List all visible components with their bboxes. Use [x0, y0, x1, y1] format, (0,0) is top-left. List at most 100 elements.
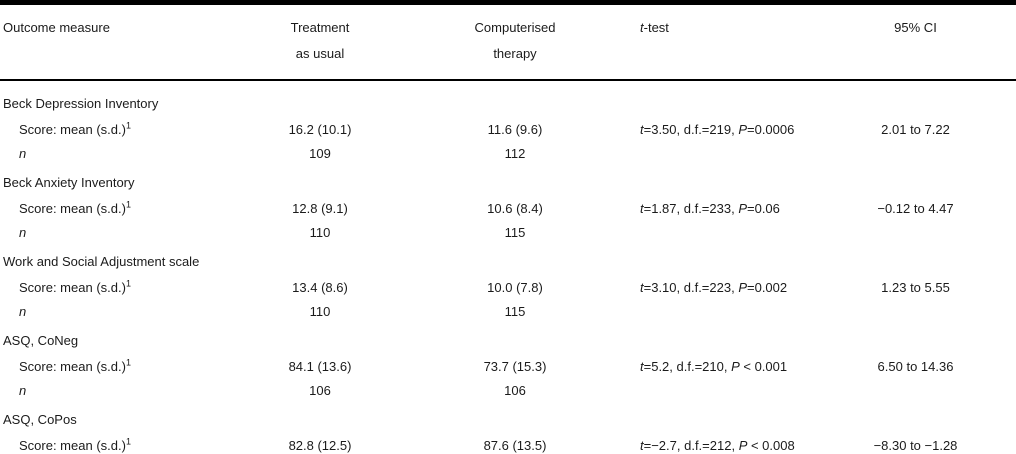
treatment-n: 109 — [309, 145, 331, 161]
computerised-mean: 11.6 (9.6) — [487, 121, 543, 137]
ci-value: 6.50 to 14.36 — [877, 358, 954, 374]
t-test-value: t=3.10, d.f.=223, P=0.002 — [640, 275, 815, 299]
n-label: n — [19, 303, 27, 319]
score-label: Score: mean (s.d.)1 — [0, 275, 250, 299]
treatment-mean: 84.1 (13.6) — [288, 358, 352, 374]
table-row: ASQ, CoPos — [0, 402, 1016, 433]
score-label-text: Score: mean (s.d.) — [19, 358, 126, 374]
t-test-stats: =5.2, d.f.=210, — [643, 358, 732, 374]
treatment-n: 110 — [309, 224, 331, 240]
table-row: n 110 115 — [0, 299, 1016, 323]
t-test-suffix: -test — [643, 20, 669, 35]
treatment-mean: 13.4 (8.6) — [292, 279, 348, 295]
table-row: n 109 112 — [0, 141, 1016, 165]
t-test-stats: =3.10, d.f.=223, — [643, 279, 739, 295]
header-row: Outcome measure Treatment as usual Comput… — [0, 3, 1016, 81]
treatment-n: 106 — [309, 382, 331, 398]
header-computerised-line1: Computerised — [474, 20, 556, 35]
ci-value: 1.23 to 5.55 — [881, 279, 950, 295]
p-value: < 0.001 — [739, 358, 788, 374]
table-row: Score: mean (s.d.)1 84.1 (13.6) 73.7 (15… — [0, 354, 1016, 378]
t-symbol: t — [640, 358, 644, 374]
score-label-text: Score: mean (s.d.) — [19, 200, 126, 216]
p-value: =0.06 — [747, 200, 780, 216]
n-label: n — [19, 224, 27, 240]
t-symbol: t — [640, 20, 644, 35]
footnote-marker: 1 — [125, 120, 131, 131]
t-test-value: t=5.2, d.f.=210, P < 0.001 — [640, 354, 815, 378]
ci-value: −0.12 to 4.47 — [877, 200, 954, 216]
column-header-computerised-therapy: Computerised therapy — [390, 3, 640, 81]
table-row: Score: mean (s.d.)1 12.8 (9.1) 10.6 (8.4… — [0, 196, 1016, 220]
column-header-outcome-measure: Outcome measure — [3, 20, 110, 35]
treatment-mean: 12.8 (9.1) — [292, 200, 348, 216]
t-symbol: t — [640, 200, 644, 216]
computerised-mean: 10.6 (8.4) — [487, 200, 543, 216]
table-row: n 106 106 — [0, 378, 1016, 402]
t-symbol: t — [640, 437, 644, 453]
t-test-value: t=3.50, d.f.=219, P=0.0006 — [640, 117, 815, 141]
footnote-marker: 1 — [125, 357, 131, 368]
table-row: Score: mean (s.d.)1 82.8 (12.5) 87.6 (13… — [0, 433, 1016, 454]
table-row: Beck Anxiety Inventory — [0, 165, 1016, 196]
table-row: n 110 115 — [0, 220, 1016, 244]
t-test-value: t=1.87, d.f.=233, P=0.06 — [640, 196, 815, 220]
computerised-n: 112 — [504, 145, 526, 161]
p-value: < 0.008 — [747, 437, 795, 453]
header-treatment-line2: as usual — [295, 46, 345, 61]
computerised-mean: 10.0 (7.8) — [487, 279, 543, 295]
treatment-n: 110 — [309, 303, 331, 319]
t-test-value: t=−2.7, d.f.=212, P < 0.008 — [640, 433, 815, 454]
p-value: =0.0006 — [747, 121, 795, 137]
footnote-marker: 1 — [125, 278, 131, 289]
p-symbol: P — [731, 358, 740, 374]
t-symbol: t — [640, 279, 644, 295]
treatment-mean: 16.2 (10.1) — [288, 121, 352, 137]
p-symbol: P — [738, 279, 747, 295]
p-symbol: P — [738, 121, 747, 137]
section-title: Beck Depression Inventory — [3, 96, 159, 111]
table-row: Score: mean (s.d.)1 16.2 (10.1) 11.6 (9.… — [0, 117, 1016, 141]
score-label: Score: mean (s.d.)1 — [0, 117, 250, 141]
header-treatment-line1: Treatment — [290, 20, 350, 35]
t-test-stats: =−2.7, d.f.=212, — [643, 437, 739, 453]
table-row: ASQ, CoNeg — [0, 323, 1016, 354]
computerised-mean: 87.6 (13.5) — [483, 437, 547, 453]
computerised-n: 115 — [504, 303, 526, 319]
t-test-stats: =1.87, d.f.=233, — [643, 200, 739, 216]
table-row: Beck Depression Inventory — [0, 80, 1016, 117]
t-symbol: t — [640, 121, 644, 137]
computerised-n: 115 — [504, 224, 526, 240]
section-title: Work and Social Adjustment scale — [3, 254, 200, 269]
section-title: ASQ, CoPos — [3, 412, 77, 427]
p-value: =0.002 — [747, 279, 788, 295]
p-symbol: P — [738, 200, 747, 216]
n-label: n — [19, 382, 27, 398]
p-symbol: P — [738, 437, 748, 453]
score-label: Score: mean (s.d.)1 — [0, 354, 250, 378]
score-label-text: Score: mean (s.d.) — [19, 437, 126, 453]
header-computerised-line2: therapy — [493, 46, 537, 61]
treatment-mean: 82.8 (12.5) — [288, 437, 352, 453]
t-test-stats: =3.50, d.f.=219, — [643, 121, 739, 137]
section-title: Beck Anxiety Inventory — [3, 175, 135, 190]
footnote-marker: 1 — [125, 199, 131, 210]
column-header-95-ci: 95% CI — [894, 20, 937, 35]
column-header-t-test: t-test — [640, 3, 815, 81]
computerised-n: 106 — [504, 382, 526, 398]
ci-value: 2.01 to 7.22 — [881, 121, 950, 137]
ci-value: −8.30 to −1.28 — [873, 437, 958, 453]
score-label-text: Score: mean (s.d.) — [19, 121, 126, 137]
table-row: Score: mean (s.d.)1 13.4 (8.6) 10.0 (7.8… — [0, 275, 1016, 299]
n-label: n — [19, 145, 27, 161]
computerised-mean: 73.7 (15.3) — [483, 358, 547, 374]
column-header-treatment-as-usual: Treatment as usual — [250, 3, 390, 81]
score-label-text: Score: mean (s.d.) — [19, 279, 126, 295]
footnote-marker: 1 — [125, 436, 131, 447]
score-label: Score: mean (s.d.)1 — [0, 433, 250, 454]
section-title: ASQ, CoNeg — [3, 333, 79, 348]
table-row: Work and Social Adjustment scale — [0, 244, 1016, 275]
score-label: Score: mean (s.d.)1 — [0, 196, 250, 220]
